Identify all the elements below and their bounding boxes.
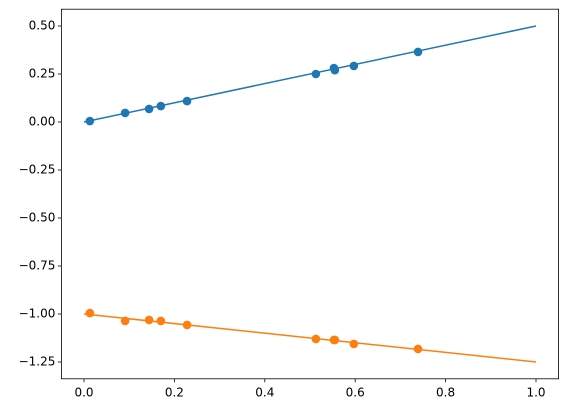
x-tick-label: 0.2	[165, 385, 184, 399]
point	[182, 320, 192, 330]
point	[330, 65, 340, 75]
point	[413, 47, 423, 57]
point	[156, 101, 166, 111]
point	[85, 116, 95, 126]
x-tick-label: 0.4	[255, 385, 274, 399]
y-tick-label: −0.25	[19, 163, 56, 177]
x-tick-label: 1.0	[526, 385, 545, 399]
point	[349, 339, 359, 349]
y-tick-label: 0.50	[29, 19, 56, 33]
y-tick-label: −0.50	[19, 211, 56, 225]
y-tick-label: 0.00	[29, 115, 56, 129]
point	[311, 334, 321, 344]
y-tick-label: −1.25	[19, 355, 56, 369]
point	[311, 69, 321, 79]
point	[156, 316, 166, 326]
point	[120, 316, 130, 326]
axes-frame	[61, 8, 560, 380]
point	[330, 335, 340, 345]
point	[144, 104, 154, 114]
point	[182, 96, 192, 106]
y-tick-label: 0.25	[29, 67, 56, 81]
point	[349, 61, 359, 71]
point	[144, 315, 154, 325]
point	[413, 344, 423, 354]
x-tick-label: 0.8	[436, 385, 455, 399]
y-tick-label: −1.00	[19, 307, 56, 321]
point	[120, 108, 130, 118]
point	[85, 308, 95, 318]
y-tick-label: −0.75	[19, 259, 56, 273]
x-tick-label: 0.0	[74, 385, 93, 399]
x-tick-label: 0.6	[346, 385, 365, 399]
